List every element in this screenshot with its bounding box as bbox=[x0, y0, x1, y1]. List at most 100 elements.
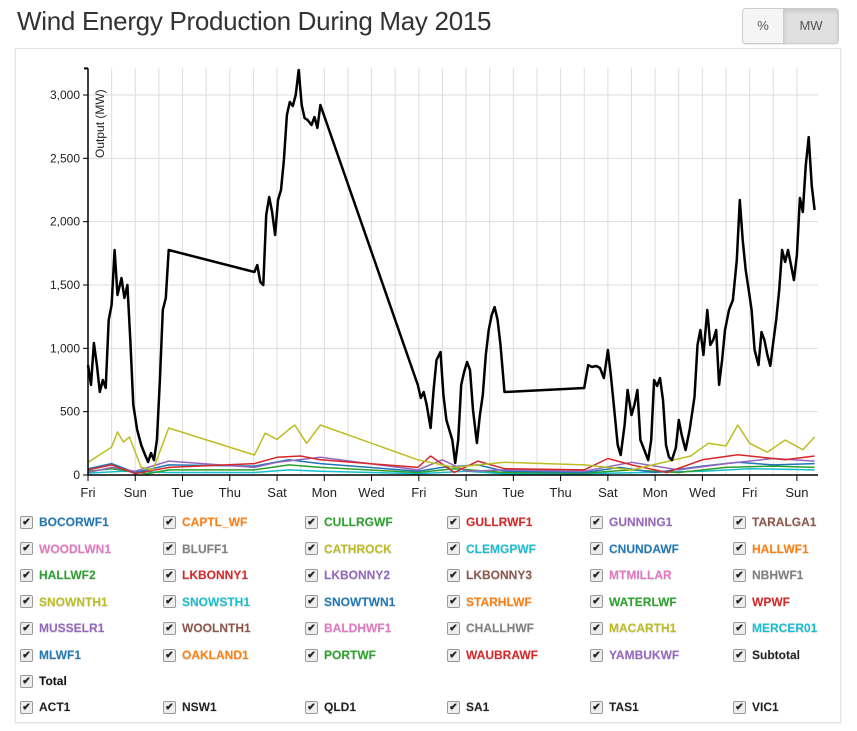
checkbox[interactable]: ✔ bbox=[733, 568, 746, 582]
checkbox[interactable]: ✔ bbox=[447, 595, 460, 609]
legend-item-musselr1[interactable]: ✔ MUSSELR1 bbox=[20, 621, 104, 635]
checkbox[interactable]: ✔ bbox=[20, 700, 33, 714]
checkbox[interactable]: ✔ bbox=[590, 648, 603, 662]
checkbox[interactable]: ✔ bbox=[733, 700, 746, 714]
legend-item-hallwf1[interactable]: ✔ HALLWF1 bbox=[733, 542, 809, 556]
legend-item-mtmillar[interactable]: ✔ MTMILLAR bbox=[590, 568, 672, 582]
legend-label: MACARTH1 bbox=[609, 621, 677, 636]
legend-item-portwf[interactable]: ✔ PORTWF bbox=[305, 648, 376, 662]
checkbox[interactable]: ✔ bbox=[163, 595, 176, 609]
legend-item-hallwf2[interactable]: ✔ HALLWF2 bbox=[20, 568, 96, 582]
legend-item-gullrwf1[interactable]: ✔ GULLRWF1 bbox=[447, 515, 532, 529]
legend-item-snowtwn1[interactable]: ✔ SNOWTWN1 bbox=[305, 595, 395, 609]
y-tick-label: 2,500 bbox=[50, 151, 80, 165]
checkbox[interactable]: ✔ bbox=[590, 542, 603, 556]
legend-item-mlwf1[interactable]: ✔ MLWF1 bbox=[20, 648, 81, 662]
legend-label: VIC1 bbox=[752, 700, 779, 714]
legend-item-bocorwf1[interactable]: ✔ BOCORWF1 bbox=[20, 515, 109, 529]
legend-item-total[interactable]: ✔ Total bbox=[20, 674, 67, 688]
legend-item-captl_wf[interactable]: ✔ CAPTL_WF bbox=[163, 515, 247, 529]
legend-label: MLWF1 bbox=[39, 648, 81, 662]
checkbox[interactable]: ✔ bbox=[20, 515, 33, 529]
legend-item-woolnth1[interactable]: ✔ WOOLNTH1 bbox=[163, 621, 251, 635]
legend-item-qld1[interactable]: ✔ QLD1 bbox=[305, 700, 356, 714]
legend-label: BOCORWF1 bbox=[39, 515, 109, 529]
legend-label: TARALGA1 bbox=[752, 515, 817, 529]
checkbox[interactable]: ✔ bbox=[590, 568, 603, 582]
checkbox[interactable]: ✔ bbox=[447, 568, 460, 582]
legend-item-starhlwf[interactable]: ✔ STARHLWF bbox=[447, 595, 532, 609]
checkbox[interactable]: ✔ bbox=[163, 515, 176, 529]
legend-label: CLEMGPWF bbox=[466, 541, 536, 556]
checkbox[interactable]: ✔ bbox=[20, 568, 33, 582]
legend-item-yambukwf[interactable]: ✔ YAMBUKWF bbox=[590, 648, 679, 662]
legend-item-macarth1[interactable]: ✔ MACARTH1 bbox=[590, 621, 676, 635]
legend-label: WATERLWF bbox=[609, 594, 677, 609]
x-tick-label: Sun bbox=[124, 485, 147, 500]
legend-item-mercer01[interactable]: ✔ MERCER01 bbox=[733, 621, 817, 635]
legend-item-wpwf[interactable]: ✔ WPWF bbox=[733, 595, 790, 609]
legend-item-vic1[interactable]: ✔ VIC1 bbox=[733, 700, 779, 714]
checkbox[interactable]: ✔ bbox=[20, 542, 33, 556]
legend-item-cnundawf[interactable]: ✔ CNUNDAWF bbox=[590, 542, 679, 556]
legend-item-lkbonny3[interactable]: ✔ LKBONNY3 bbox=[447, 568, 532, 582]
checkbox[interactable]: ✔ bbox=[163, 648, 176, 662]
legend-item-clemgpwf[interactable]: ✔ CLEMGPWF bbox=[447, 542, 536, 556]
checkbox[interactable]: ✔ bbox=[305, 542, 318, 556]
legend-item-oakland1[interactable]: ✔ OAKLAND1 bbox=[163, 648, 249, 662]
legend-item-tas1[interactable]: ✔ TAS1 bbox=[590, 700, 639, 714]
checkbox[interactable]: ✔ bbox=[590, 621, 603, 635]
legend-item-subtotal[interactable]: ✔ Subtotal bbox=[733, 648, 800, 662]
legend-item-snownth1[interactable]: ✔ SNOWNTH1 bbox=[20, 595, 108, 609]
checkbox[interactable]: ✔ bbox=[733, 515, 746, 529]
checkbox[interactable]: ✔ bbox=[163, 542, 176, 556]
legend-item-sa1[interactable]: ✔ SA1 bbox=[447, 700, 489, 714]
checkbox[interactable]: ✔ bbox=[305, 595, 318, 609]
legend-item-cullrgwf[interactable]: ✔ CULLRGWF bbox=[305, 515, 393, 529]
legend-item-woodlwn1[interactable]: ✔ WOODLWN1 bbox=[20, 542, 111, 556]
checkbox[interactable]: ✔ bbox=[20, 621, 33, 635]
checkbox[interactable]: ✔ bbox=[305, 648, 318, 662]
legend-item-act1[interactable]: ✔ ACT1 bbox=[20, 700, 70, 714]
checkbox[interactable]: ✔ bbox=[305, 515, 318, 529]
checkbox[interactable]: ✔ bbox=[163, 700, 176, 714]
legend-item-waubrawf[interactable]: ✔ WAUBRAWF bbox=[447, 648, 538, 662]
legend-item-cathrock[interactable]: ✔ CATHROCK bbox=[305, 542, 392, 556]
legend-item-taralga1[interactable]: ✔ TARALGA1 bbox=[733, 515, 816, 529]
checkbox[interactable]: ✔ bbox=[590, 595, 603, 609]
legend-item-lkbonny2[interactable]: ✔ LKBONNY2 bbox=[305, 568, 390, 582]
legend-item-nsw1[interactable]: ✔ NSW1 bbox=[163, 700, 217, 714]
checkbox[interactable]: ✔ bbox=[447, 648, 460, 662]
checkbox[interactable]: ✔ bbox=[733, 595, 746, 609]
checkbox[interactable]: ✔ bbox=[20, 674, 33, 688]
checkbox[interactable]: ✔ bbox=[305, 700, 318, 714]
checkbox[interactable]: ✔ bbox=[163, 568, 176, 582]
legend-label: SA1 bbox=[466, 700, 490, 714]
legend-item-baldhwf1[interactable]: ✔ BALDHWF1 bbox=[305, 621, 391, 635]
checkbox[interactable]: ✔ bbox=[447, 700, 460, 714]
checkbox[interactable]: ✔ bbox=[305, 621, 318, 635]
checkbox[interactable]: ✔ bbox=[733, 648, 746, 662]
checkbox[interactable]: ✔ bbox=[163, 621, 176, 635]
checkbox[interactable]: ✔ bbox=[733, 621, 746, 635]
checkbox[interactable]: ✔ bbox=[20, 595, 33, 609]
legend-item-nbhwf1[interactable]: ✔ NBHWF1 bbox=[733, 568, 803, 582]
legend-item-lkbonny1[interactable]: ✔ LKBONNY1 bbox=[163, 568, 248, 582]
checkbox[interactable]: ✔ bbox=[447, 542, 460, 556]
percent-button[interactable]: % bbox=[743, 9, 783, 43]
legend-item-bluff1[interactable]: ✔ BLUFF1 bbox=[163, 542, 228, 556]
checkbox[interactable]: ✔ bbox=[20, 648, 33, 662]
mw-button[interactable]: MW bbox=[783, 9, 838, 43]
checkbox[interactable]: ✔ bbox=[447, 621, 460, 635]
legend-item-waterlwf[interactable]: ✔ WATERLWF bbox=[590, 595, 677, 609]
checkbox[interactable]: ✔ bbox=[447, 515, 460, 529]
checkbox[interactable]: ✔ bbox=[733, 542, 746, 556]
legend-item-challhwf[interactable]: ✔ CHALLHWF bbox=[447, 621, 534, 635]
checkbox[interactable]: ✔ bbox=[590, 700, 603, 714]
legend-item-gunning1[interactable]: ✔ GUNNING1 bbox=[590, 515, 672, 529]
checkbox[interactable]: ✔ bbox=[590, 515, 603, 529]
x-tick-label: Mon bbox=[642, 485, 667, 500]
checkbox[interactable]: ✔ bbox=[305, 568, 318, 582]
legend-item-snowsth1[interactable]: ✔ SNOWSTH1 bbox=[163, 595, 250, 609]
legend-label: SNOWTWN1 bbox=[324, 594, 396, 609]
